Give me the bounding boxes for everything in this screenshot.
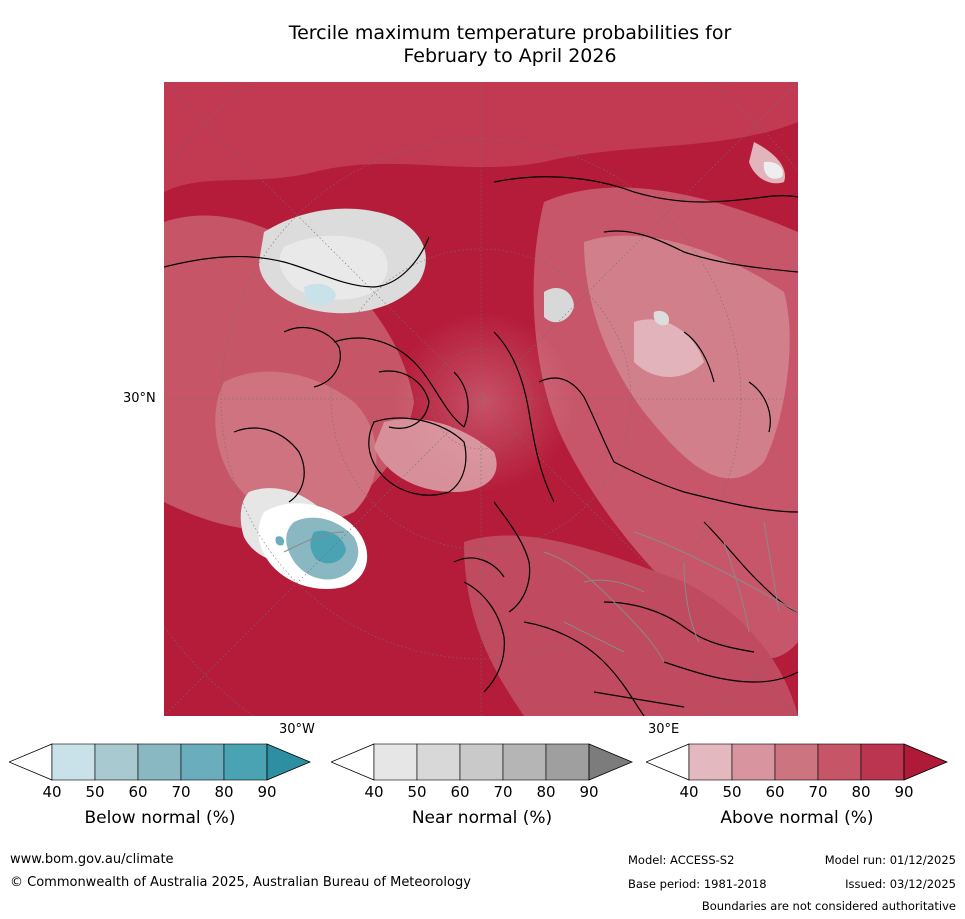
legend-swatch [373, 743, 418, 781]
legend-tick-label: 70 [808, 783, 827, 801]
legend-tick-label: 50 [407, 783, 426, 801]
legend-tick-label: 40 [364, 783, 383, 801]
legend-above-title: Above normal (%) [720, 808, 874, 828]
legend-swatch [459, 743, 504, 781]
legend-swatch [416, 743, 461, 781]
legend-tick-label: 90 [894, 783, 913, 801]
footer-base-period: Base period: 1981-2018 [628, 877, 767, 891]
legend-swatch [774, 743, 819, 781]
map-title-line1: Tercile maximum temperature probabilitie… [288, 22, 732, 44]
legend-tick-label: 90 [579, 783, 598, 801]
footer-model: Model: ACCESS-S2 [628, 853, 735, 867]
map-svg [164, 82, 798, 716]
legend-tick-label: 80 [536, 783, 555, 801]
legend-swatch [817, 743, 862, 781]
legend-tick-label: 60 [765, 783, 784, 801]
legend-tick-label: 50 [85, 783, 104, 801]
legend-above-normal: 40 50 60 70 80 90 [646, 742, 948, 804]
graticule [164, 82, 798, 716]
lat-label-30n: 30°N [123, 391, 156, 406]
legend-above-svg: 40 50 60 70 80 90 [646, 743, 948, 801]
legend-extend-high [903, 743, 948, 781]
probability-map [164, 82, 798, 716]
legend-swatch [94, 743, 139, 781]
legend-swatch [137, 743, 182, 781]
map-title-line2: February to April 2026 [403, 45, 617, 67]
legend-extend-low [9, 743, 53, 781]
legend-swatch [180, 743, 225, 781]
footer-model-run: Model run: 01/12/2025 [824, 853, 956, 867]
legend-swatch [223, 743, 268, 781]
legend-below-normal: 40 50 60 70 80 90 [9, 742, 311, 804]
legend-tick-label: 90 [257, 783, 276, 801]
country-borders [283, 521, 798, 663]
legend-below-svg: 40 50 60 70 80 90 [9, 743, 311, 801]
legend-extend-high [266, 743, 311, 781]
legend-extend-low [331, 743, 375, 781]
legend-below-title: Below normal (%) [84, 808, 236, 828]
legend-extend-low [646, 743, 690, 781]
legend-tick-label: 40 [42, 783, 61, 801]
legend-swatch [688, 743, 733, 781]
legend-swatch [860, 743, 905, 781]
lon-label-30e: 30°E [648, 722, 680, 737]
lon-label-30w: 30°W [279, 722, 315, 737]
legend-tick-label: 60 [450, 783, 469, 801]
legend-near-svg: 40 50 60 70 80 90 [331, 743, 633, 801]
below-normal-zones [258, 283, 368, 590]
coastlines [164, 176, 798, 716]
legend-near-normal: 40 50 60 70 80 90 [331, 742, 633, 804]
legend-extend-high [588, 743, 633, 781]
legend-swatch [545, 743, 590, 781]
legend-tick-label: 70 [171, 783, 190, 801]
legend-tick-label: 80 [851, 783, 870, 801]
legend-swatch [731, 743, 776, 781]
legend-tick-label: 40 [679, 783, 698, 801]
legend-near-title: Near normal (%) [411, 808, 553, 828]
legend-tick-label: 70 [493, 783, 512, 801]
legend-tick-label: 50 [722, 783, 741, 801]
footer-issued: Issued: 03/12/2025 [845, 877, 956, 891]
footer-url: www.bom.gov.au/climate [10, 852, 174, 867]
legend-swatch [51, 743, 96, 781]
footer-copyright: © Commonwealth of Australia 2025, Austra… [10, 875, 471, 890]
legend-tick-label: 80 [214, 783, 233, 801]
footer-disclaimer: Boundaries are not considered authoritat… [701, 899, 956, 913]
legend-swatch [502, 743, 547, 781]
legend-tick-label: 60 [128, 783, 147, 801]
